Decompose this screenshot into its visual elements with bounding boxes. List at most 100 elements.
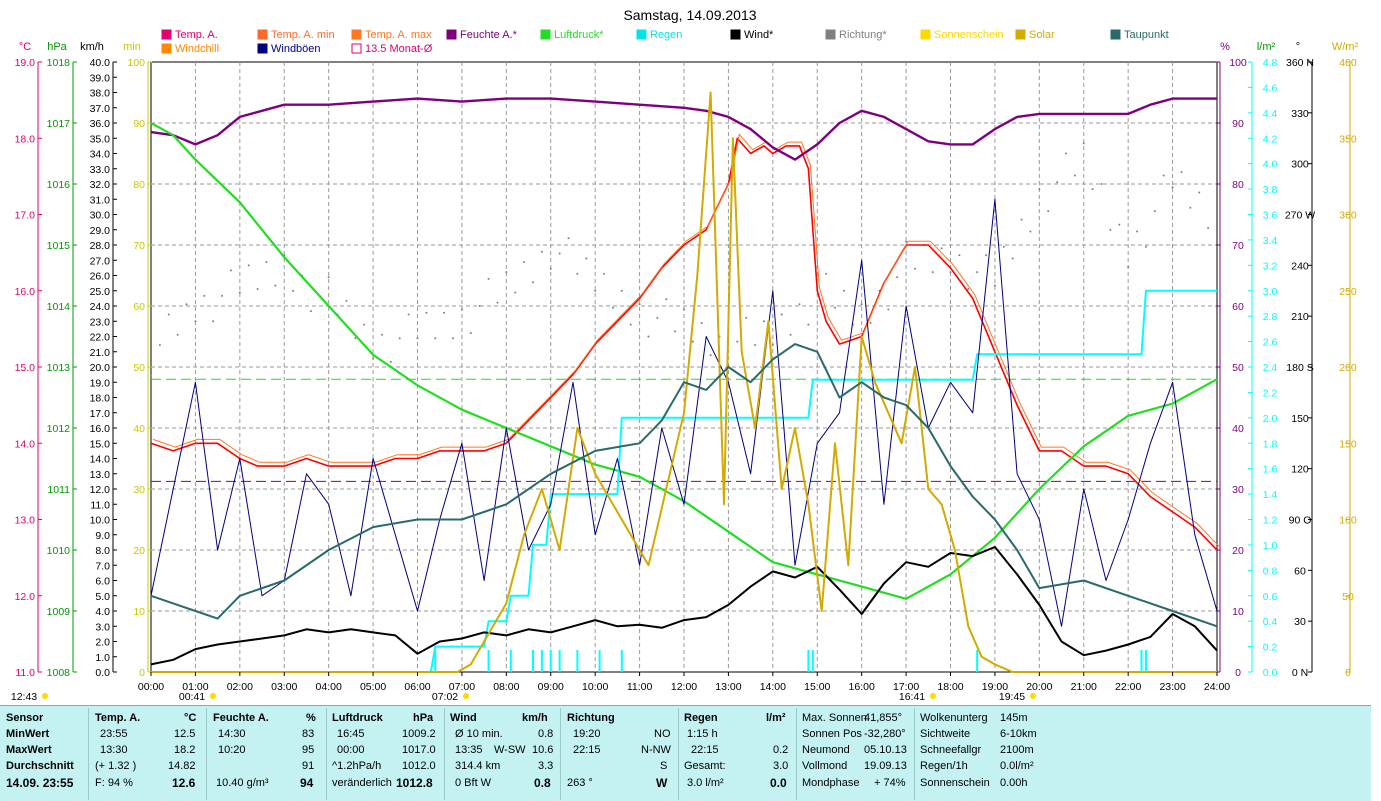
direction-dot [940,247,943,250]
direction-dot [505,271,508,274]
axis-label-celsius: 18.0 [15,133,36,145]
astro-label-0: Max. Sonnen [802,712,867,724]
axis-label-hpa: 1014 [47,301,71,313]
misc-value-1: 6-10km [1000,728,1037,740]
axis-label-solar: 100 [1339,515,1357,527]
chart-title: Samstag, 14.09.2013 [623,7,756,23]
grid [151,62,1217,672]
direction-dot [354,337,357,340]
pressure-header: Luftdruck [332,712,383,724]
axis-label-percent: 30 [1232,484,1244,496]
axis-label-rain: 1.2 [1263,515,1278,527]
axis-label-celsius: 12.0 [15,591,36,603]
direction-dot [887,308,890,311]
direction-dot [425,311,428,314]
axis-label-hpa: 1013 [47,362,71,374]
time-label: 14:00 [760,681,786,693]
axis-label-rain: 1.0 [1263,540,1278,552]
sun-markers: 12:43 00:41 07:02 16:41 19:45 [11,691,1036,703]
legend-swatch [351,29,362,40]
direction-header: Richtung [567,712,615,724]
direction-dot [807,323,810,326]
legend-label: Temp. A. max [365,29,432,41]
direction-dot [363,323,366,326]
direction-r3-value: S [660,760,668,772]
direction-dot [576,272,579,275]
rain-max-time: 22:15 [691,744,719,756]
direction-dot [789,333,792,336]
wind-distance-value: 3.3 [538,760,554,772]
sun-marker-label: 12:43 [11,691,37,703]
axis-label-hpa: 1012 [47,423,71,435]
axis-label-kmh: 37.0 [90,103,111,115]
astro-label-3: Vollmond [802,760,848,772]
direction-dot [1153,210,1156,213]
time-label: 07:00 [449,681,475,693]
direction-dot [212,320,215,323]
axis-label-percent: 70 [1232,240,1244,252]
axis-label-kmh: 31.0 [90,194,111,206]
axis-label-hpa: 1018 [47,57,71,69]
sun-marker-label: 19:45 [999,691,1025,703]
direction-dot [238,291,241,294]
axis-label-percent: 60 [1232,301,1244,313]
axes: 19.018.017.016.015.014.013.012.011.01018… [15,57,1357,679]
direction-dot [1189,206,1192,209]
axis-label-celsius: 16.0 [15,286,36,298]
astro-label-1: Sonnen Pos [802,728,862,740]
legend-label: Luftdruck* [554,29,604,41]
time-label: 19:00 [982,681,1008,693]
series-layer [150,91,1220,673]
time-label: 18:00 [937,681,963,693]
axis-label-hpa: 1008 [47,667,71,679]
axis-label-percent: 20 [1232,545,1244,557]
axis-label-solar: 0 [1345,667,1351,679]
legend-swatch [257,29,268,40]
direction-dot [1180,171,1183,174]
direction-dot [798,303,801,306]
legend-label: Taupunkt [1124,29,1169,41]
axis-label-kmh: 36.0 [90,118,111,130]
temp-unit: °C [184,712,197,724]
axis-label-kmh: 12.0 [90,484,111,496]
axis-label-hpa: 1015 [47,240,71,252]
pressure-footer-label: veränderlich [332,777,392,789]
axis-unit-kmh: km/h [80,41,104,53]
axis-label-solar: 300 [1339,210,1357,222]
axis-label-kmh: 38.0 [90,88,111,100]
axis-unit-min: min [123,41,141,53]
axis-label-kmh: 16.0 [90,423,111,435]
misc-label-4: Sonnenschein [920,777,990,789]
axis-label-kmh: 40.0 [90,57,111,69]
temp-min-value: 12.5 [174,728,196,740]
direction-dot [603,272,606,275]
wind-footer-label: 0 Bft W [455,777,492,789]
direction-dot [265,260,268,263]
rain-total-label: Gesamt: [684,760,726,772]
legend-swatch [161,43,172,54]
axis-label-kmh: 39.0 [90,72,111,84]
axis-label-kmh: 7.0 [95,560,110,572]
direction-dot [345,299,348,302]
direction-dot [549,267,552,270]
axis-label-hpa: 1011 [47,484,70,496]
misc-value-2: 2100m [1000,744,1034,756]
direction-dot [1020,218,1023,221]
axis-label-rain: 2.4 [1263,362,1278,374]
wind-max-value: 10.6 [532,744,554,756]
axis-label-kmh: 26.0 [90,271,111,283]
direction-dot [665,298,668,301]
axis-label-kmh: 21.0 [90,347,111,359]
axis-label-percent: 80 [1232,179,1244,191]
axis-label-solar: 200 [1339,362,1357,374]
axis-label-kmh: 1.0 [95,652,110,664]
direction-dot [523,260,526,263]
legend-swatch [825,29,836,40]
axis-label-direction: 300 [1291,159,1309,171]
series-line-solar [151,91,1217,673]
humidity-min-value: 83 [302,728,315,740]
temp-footer-label: F: 94 % [95,777,133,789]
direction-r2-time: 22:15 [573,744,601,756]
axis-label-celsius: 11.0 [15,667,35,679]
axis-label-direction: 120 [1291,464,1309,476]
